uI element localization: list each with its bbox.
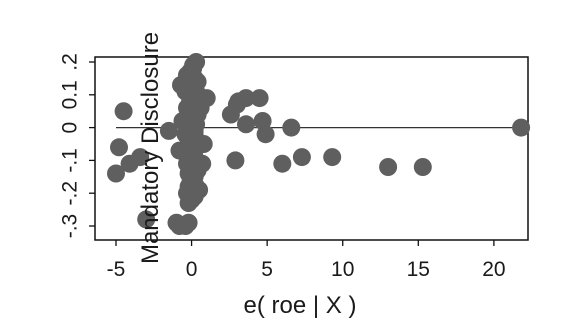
data-point: [179, 194, 198, 212]
data-point: [190, 180, 209, 199]
x-axis: -5 0 5 10 15 20: [107, 240, 506, 281]
data-point: [131, 148, 150, 167]
data-point: [107, 164, 125, 183]
x-axis-title: e( roe | X ): [244, 292, 357, 319]
data-point: [256, 125, 275, 144]
data-point: [197, 89, 216, 108]
data-point: [379, 158, 398, 176]
data-point: [194, 135, 213, 153]
data-point: [110, 138, 128, 157]
data-point: [227, 95, 246, 114]
data-point: [137, 210, 156, 229]
y-tick-label: -.2: [59, 181, 82, 206]
y-tick-label: 0: [59, 122, 82, 134]
data-point: [179, 213, 198, 232]
data-point: [292, 148, 311, 167]
data-point: [226, 151, 245, 170]
data-point: [193, 154, 212, 173]
x-tick-label: 0: [186, 258, 198, 281]
y-axis-title: Mandatory Disclosure: [137, 32, 164, 264]
x-tick-label: 20: [482, 258, 505, 281]
data-point: [159, 121, 178, 140]
data-point: [323, 148, 342, 167]
data-point: [237, 115, 255, 134]
data-points: [107, 53, 531, 235]
x-tick-label: 15: [407, 258, 430, 281]
x-tick-label: 10: [331, 258, 354, 281]
data-point: [413, 158, 432, 176]
data-point: [173, 112, 192, 130]
x-tick-label: -5: [107, 258, 126, 281]
y-tick-label: .2: [59, 53, 82, 71]
x-tick-label: 5: [261, 258, 273, 281]
y-tick-label: -.3: [59, 214, 82, 239]
plot-frame: [94, 56, 529, 241]
data-point: [273, 154, 292, 173]
data-point: [170, 141, 189, 160]
data-point: [114, 102, 133, 121]
data-point: [250, 89, 269, 108]
y-axis: -.3 -.2 -.1 0 0.1 .2: [59, 53, 95, 239]
y-tick-label: -.1: [59, 148, 82, 173]
y-tick-label: 0.1: [59, 80, 82, 109]
data-point: [172, 76, 190, 94]
data-point: [512, 118, 531, 137]
data-point: [282, 118, 301, 137]
